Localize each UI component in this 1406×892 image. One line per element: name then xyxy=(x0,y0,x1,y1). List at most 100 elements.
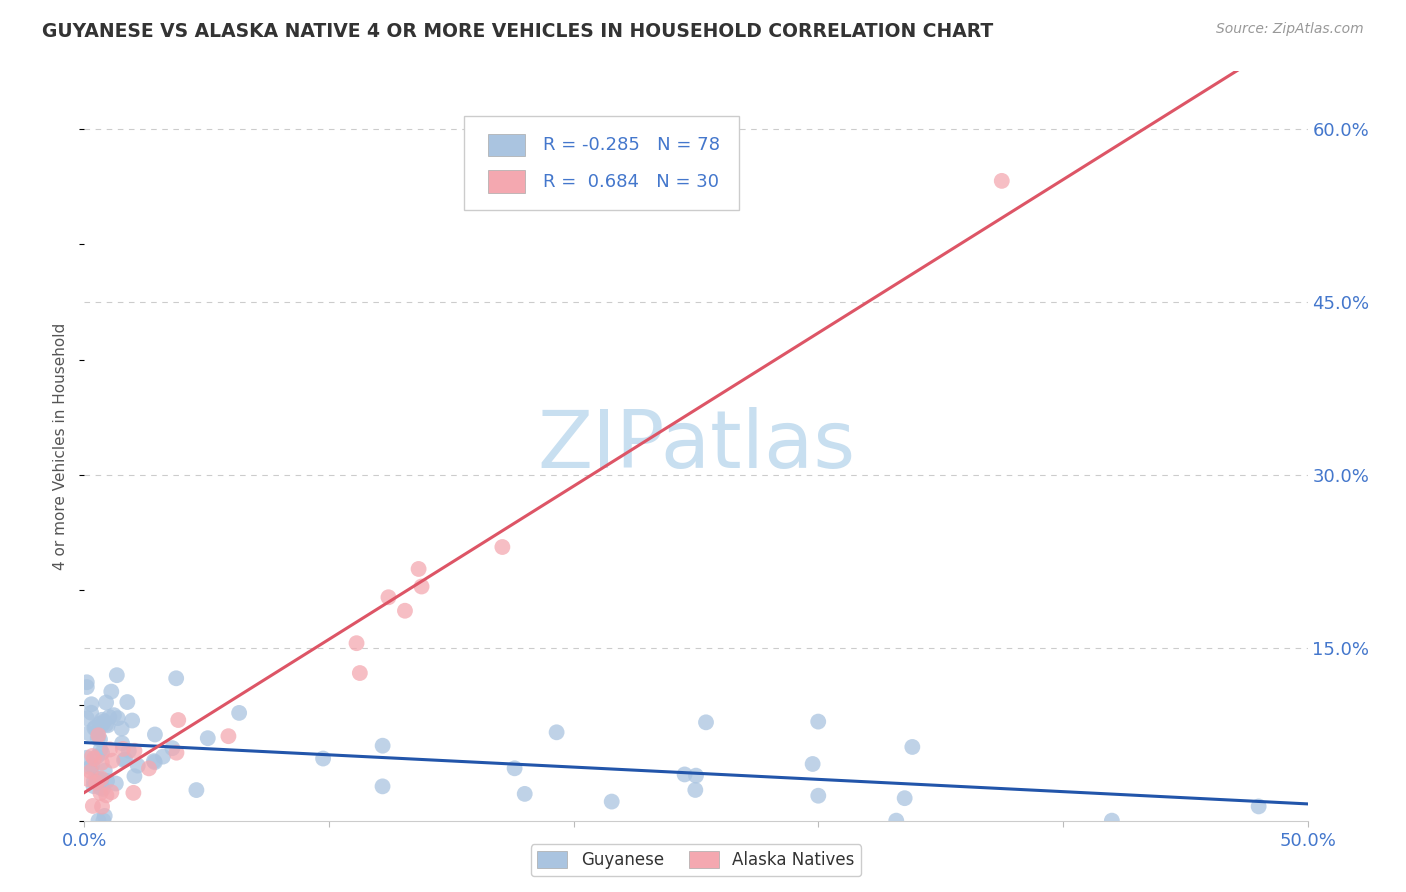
Point xyxy=(83,779,105,793)
Point xyxy=(76,711,98,725)
Point xyxy=(86,749,108,764)
Text: GUYANESE VS ALASKA NATIVE 4 OR MORE VEHICLES IN HOUSEHOLD CORRELATION CHART: GUYANESE VS ALASKA NATIVE 4 OR MORE VEHI… xyxy=(42,22,994,41)
Point xyxy=(76,680,98,694)
Point xyxy=(91,713,114,727)
Point xyxy=(101,754,124,768)
Point xyxy=(87,731,110,746)
Point xyxy=(89,743,111,757)
Point xyxy=(77,726,100,740)
Point xyxy=(114,752,136,766)
Point xyxy=(111,722,134,736)
Point xyxy=(901,739,924,754)
Point xyxy=(117,695,139,709)
Point xyxy=(94,696,117,710)
Point xyxy=(83,751,105,765)
Point xyxy=(111,736,134,750)
Point xyxy=(124,744,146,758)
Point xyxy=(83,721,105,735)
Point xyxy=(93,714,115,729)
Point xyxy=(100,684,122,698)
Point xyxy=(80,698,103,712)
Point xyxy=(87,772,110,786)
Point xyxy=(685,783,707,797)
Point xyxy=(118,744,141,758)
Point xyxy=(77,772,100,787)
Point xyxy=(91,746,114,760)
Point xyxy=(80,764,103,779)
Point xyxy=(186,783,208,797)
Point xyxy=(166,746,188,760)
Point xyxy=(76,751,98,765)
Point xyxy=(93,814,115,828)
Point xyxy=(80,759,103,773)
Point xyxy=(89,732,111,747)
Point xyxy=(80,706,103,720)
Point xyxy=(97,718,120,732)
Point xyxy=(94,717,117,731)
Point xyxy=(90,780,112,795)
Point xyxy=(111,742,134,756)
Point xyxy=(394,604,416,618)
Point xyxy=(143,756,166,770)
Point xyxy=(673,767,696,781)
Point xyxy=(167,713,190,727)
Point xyxy=(98,710,121,724)
Point xyxy=(1101,814,1123,828)
Point xyxy=(104,776,127,790)
Point xyxy=(93,809,115,823)
Point xyxy=(491,540,513,554)
Point xyxy=(513,787,536,801)
Point xyxy=(143,727,166,741)
Point xyxy=(127,758,149,772)
Point xyxy=(124,769,146,783)
Point xyxy=(801,756,824,771)
Point xyxy=(162,741,184,756)
Point xyxy=(89,716,111,731)
Point xyxy=(82,749,104,764)
Point xyxy=(408,562,430,576)
Point xyxy=(197,731,219,746)
Point xyxy=(371,780,394,794)
Point xyxy=(94,764,117,778)
Point xyxy=(142,754,165,768)
Point xyxy=(90,772,112,787)
Point xyxy=(349,666,371,681)
Point xyxy=(100,785,122,799)
Point xyxy=(217,729,239,743)
Point xyxy=(91,717,114,731)
Point xyxy=(107,711,129,725)
Point xyxy=(312,751,335,765)
Point xyxy=(84,720,107,734)
Y-axis label: 4 or more Vehicles in Household: 4 or more Vehicles in Household xyxy=(53,322,69,570)
Point xyxy=(91,781,114,796)
Point xyxy=(1247,799,1270,814)
Point xyxy=(377,591,399,605)
Point xyxy=(87,814,110,828)
Point xyxy=(90,772,112,786)
Point xyxy=(87,724,110,739)
Point xyxy=(807,714,830,729)
Bar xyxy=(488,170,524,193)
Point xyxy=(91,799,114,814)
Text: ZIPatlas: ZIPatlas xyxy=(537,407,855,485)
Point xyxy=(83,774,105,789)
Point xyxy=(79,760,101,774)
Point xyxy=(112,753,135,767)
Point xyxy=(96,774,118,789)
Text: R =  0.684   N = 30: R = 0.684 N = 30 xyxy=(543,172,718,191)
Point xyxy=(411,580,433,594)
Point xyxy=(122,786,145,800)
Point xyxy=(121,714,143,728)
Point xyxy=(82,799,104,814)
Text: R = -0.285   N = 78: R = -0.285 N = 78 xyxy=(543,136,720,153)
Point xyxy=(76,675,98,690)
Point xyxy=(346,636,368,650)
Bar xyxy=(488,134,524,156)
Text: Source: ZipAtlas.com: Source: ZipAtlas.com xyxy=(1216,22,1364,37)
Point xyxy=(371,739,394,753)
Point xyxy=(96,789,118,803)
Point xyxy=(503,761,526,775)
Point xyxy=(90,756,112,770)
Point xyxy=(84,775,107,789)
Point xyxy=(138,761,160,775)
